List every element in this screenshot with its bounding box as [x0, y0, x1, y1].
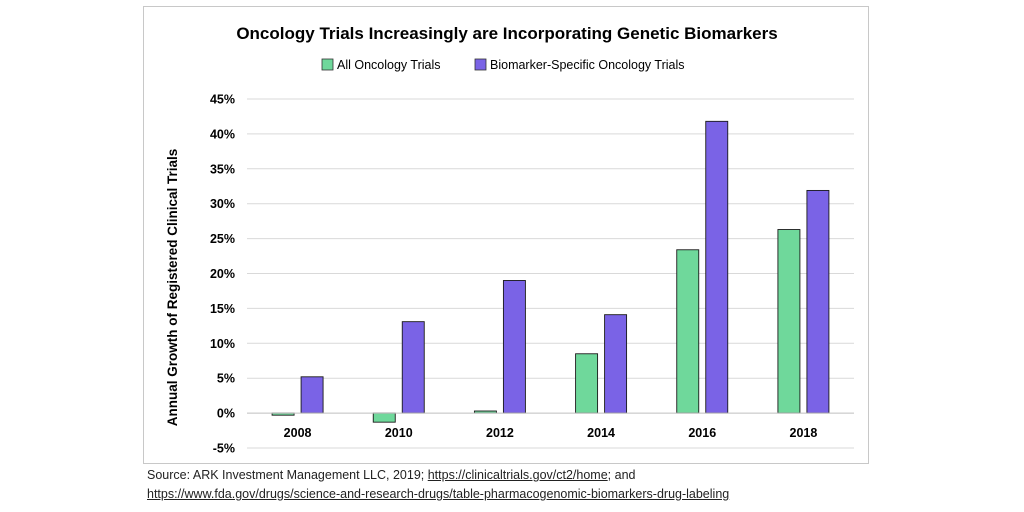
- bar-all-2018: [777, 229, 801, 414]
- bar-biomarker-2010: [401, 321, 425, 414]
- x-tick-label: 2014: [587, 426, 615, 440]
- y-tick-label: 30%: [210, 197, 235, 211]
- bars: [271, 120, 830, 423]
- chart-frame: Oncology Trials Increasingly are Incorpo…: [143, 6, 869, 464]
- x-tick-label: 2012: [486, 426, 514, 440]
- bar-all-2014: [575, 353, 599, 414]
- x-tick-labels: 2008 2010 2012 2014 2016 2018: [284, 426, 818, 440]
- y-tick-label: 15%: [210, 302, 235, 316]
- y-tick-label: 5%: [217, 372, 235, 386]
- bar-biomarker-2016: [705, 120, 729, 414]
- source-link-fda[interactable]: https://www.fda.gov/drugs/science-and-re…: [147, 487, 730, 501]
- source-prefix: Source: ARK Investment Management LLC, 2…: [147, 468, 428, 482]
- y-tick-label: 20%: [210, 267, 235, 281]
- y-tick-label: 35%: [210, 162, 235, 176]
- legend-swatch-biomarker: [474, 58, 487, 71]
- y-tick-label: 10%: [210, 337, 235, 351]
- bar-biomarker-2018: [806, 189, 830, 414]
- legend: All Oncology Trials Biomarker-Specific O…: [321, 58, 685, 72]
- y-tick-label: 40%: [210, 127, 235, 141]
- x-tick-label: 2010: [385, 426, 413, 440]
- x-tick-label: 2016: [688, 426, 716, 440]
- y-tick-label: 0%: [217, 407, 235, 421]
- bar-biomarker-2014: [604, 314, 628, 414]
- y-tick-labels: -5% 0% 5% 10% 15% 20% 25% 30% 35% 40% 45%: [210, 93, 235, 456]
- x-tick-label: 2008: [284, 426, 312, 440]
- bar-biomarker-2008: [300, 376, 324, 414]
- legend-swatch-all: [321, 58, 334, 71]
- y-tick-label: 25%: [210, 232, 235, 246]
- bar-all-2016: [676, 249, 700, 414]
- legend-label-all: All Oncology Trials: [337, 58, 441, 72]
- y-axis-label: Annual Growth of Registered Clinical Tri…: [165, 149, 180, 427]
- source-line-2: https://www.fda.gov/drugs/science-and-re…: [147, 487, 729, 501]
- chart-title: Oncology Trials Increasingly are Incorpo…: [236, 24, 777, 43]
- y-tick-label: 45%: [210, 93, 235, 107]
- legend-label-biomarker: Biomarker-Specific Oncology Trials: [490, 58, 685, 72]
- source-line-1: Source: ARK Investment Management LLC, 2…: [147, 468, 635, 482]
- bar-chart: Oncology Trials Increasingly are Incorpo…: [165, 24, 854, 456]
- source-link-clinicaltrials[interactable]: https://clinicaltrials.gov/ct2/home: [427, 468, 608, 482]
- bar-biomarker-2012: [502, 280, 526, 414]
- source-middle: ; and: [607, 468, 636, 482]
- bar-all-2010: [372, 412, 396, 423]
- x-tick-label: 2018: [790, 426, 818, 440]
- gridlines: [247, 98, 854, 449]
- y-tick-label: -5%: [213, 442, 235, 456]
